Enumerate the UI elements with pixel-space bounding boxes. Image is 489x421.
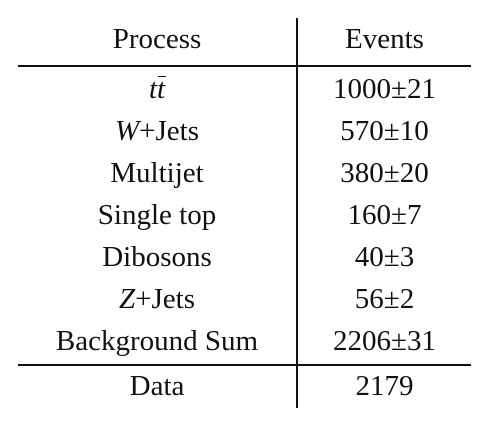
process-cell: W+Jets <box>18 110 296 152</box>
column-divider <box>296 18 298 408</box>
table-row: Z+Jets 56±2 <box>18 278 471 320</box>
table-row: Multijet 380±20 <box>18 152 471 194</box>
process-suffix: +Jets <box>139 115 200 147</box>
process-cell: Z+Jets <box>18 278 296 320</box>
data-rule <box>18 364 471 366</box>
process-cell: Background Sum <box>55 325 259 357</box>
data-events: 2179 <box>355 370 414 402</box>
process-cell: Single top <box>97 199 217 231</box>
header-process: Process <box>112 23 202 55</box>
events-cell: 56±2 <box>354 283 415 315</box>
process-symbol: Z <box>119 283 136 315</box>
events-cell: 40±3 <box>354 241 415 273</box>
table-header-row: Process Events <box>18 18 471 60</box>
process-cell: Dibosons <box>102 241 212 273</box>
header-events: Events <box>345 23 424 55</box>
process-cell: tt <box>18 68 296 110</box>
events-cell: 160±7 <box>347 199 422 231</box>
table-row: Single top 160±7 <box>18 194 471 236</box>
data-label: Data <box>129 370 185 402</box>
table-row: Background Sum 2206±31 <box>18 320 471 362</box>
events-cell: 570±10 <box>340 115 429 147</box>
events-cell: 1000±21 <box>333 73 436 105</box>
data-row: Data 2179 <box>18 365 471 407</box>
events-cell: 2206±31 <box>333 325 436 357</box>
table-row: Dibosons 40±3 <box>18 236 471 278</box>
process-symbol: W <box>114 115 140 147</box>
process-ttbar-t: t <box>148 73 157 105</box>
process-ttbar-tbar: t <box>157 68 167 110</box>
table-row: W+Jets 570±10 <box>18 110 471 152</box>
events-cell: 380±20 <box>340 157 429 189</box>
table-row: tt 1000±21 <box>18 68 471 110</box>
header-rule <box>18 65 471 67</box>
process-cell: Multijet <box>110 157 204 189</box>
process-suffix: +Jets <box>135 283 195 315</box>
